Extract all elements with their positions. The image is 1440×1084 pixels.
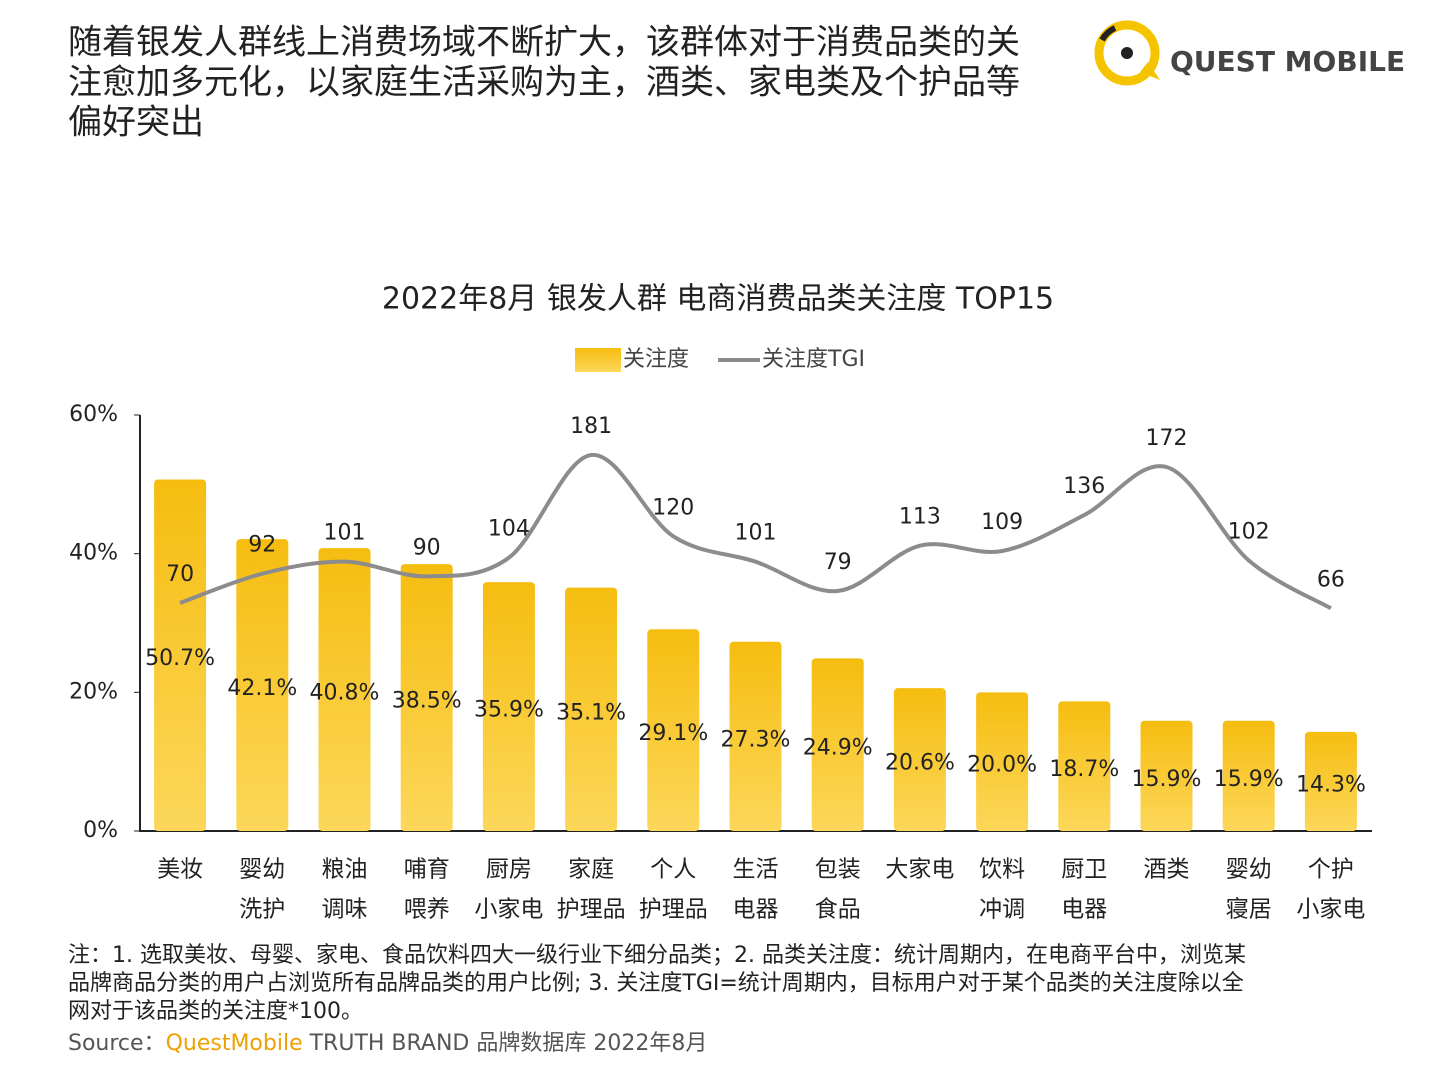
x-tick-label: 个人 bbox=[650, 857, 696, 883]
line-value-label: 181 bbox=[570, 414, 612, 439]
x-tick-label: 小家电 bbox=[474, 897, 543, 923]
note: 网对于该品类的关注度*100。 bbox=[68, 999, 363, 1024]
x-tick-label: 包装 bbox=[815, 857, 861, 883]
bar-value-label: 38.5% bbox=[392, 689, 462, 714]
line-value-label: 102 bbox=[1228, 519, 1270, 544]
bar bbox=[647, 629, 700, 831]
bar-value-label: 42.1% bbox=[227, 676, 297, 701]
line-value-label: 79 bbox=[824, 550, 852, 575]
legend-swatch bbox=[575, 348, 621, 372]
line-value-label: 70 bbox=[166, 562, 194, 587]
x-tick-label: 喂养 bbox=[404, 897, 450, 923]
y-tick-label: 0% bbox=[83, 818, 118, 843]
bar bbox=[1140, 720, 1193, 831]
bar bbox=[236, 539, 289, 831]
x-tick-label: 家庭 bbox=[568, 857, 614, 883]
x-tick-label: 粮油 bbox=[322, 857, 368, 883]
line-value-label: 172 bbox=[1146, 426, 1188, 451]
bar bbox=[565, 587, 618, 831]
bar-value-label: 18.7% bbox=[1049, 757, 1119, 782]
y-tick-label: 40% bbox=[69, 541, 118, 566]
bar-value-label: 29.1% bbox=[638, 721, 708, 746]
legend-label: 关注度TGI bbox=[762, 347, 865, 372]
bar-value-label: 27.3% bbox=[721, 727, 791, 752]
source: Source：QuestMobile TRUTH BRAND 品牌数据库 202… bbox=[68, 1031, 707, 1056]
bar-value-label: 24.9% bbox=[803, 736, 873, 761]
x-tick-label: 调味 bbox=[322, 897, 368, 923]
x-tick-label: 小家电 bbox=[1296, 897, 1365, 923]
bar-value-label: 15.9% bbox=[1132, 767, 1202, 792]
bar-value-label: 15.9% bbox=[1214, 767, 1284, 792]
bar-value-label: 50.7% bbox=[145, 646, 215, 671]
line-value-label: 90 bbox=[413, 535, 441, 560]
note: 注：1. 选取美妆、母婴、家电、食品饮料四大一级行业下细分品类；2. 品类关注度… bbox=[68, 943, 1246, 968]
header-title: 偏好突出 bbox=[68, 103, 204, 143]
line-value-label: 136 bbox=[1063, 474, 1105, 499]
header-title: 随着银发人群线上消费场域不断扩大，该群体对于消费品类的关 bbox=[68, 23, 1020, 63]
x-tick-label: 食品 bbox=[815, 897, 861, 923]
x-tick-label: 护理品 bbox=[639, 897, 708, 923]
x-tick-label: 婴幼 bbox=[1226, 857, 1272, 883]
line-value-label: 109 bbox=[981, 510, 1023, 535]
source-label: Source： bbox=[68, 1031, 166, 1056]
x-tick-label: 个护 bbox=[1308, 857, 1354, 883]
logo-icon bbox=[1094, 20, 1160, 86]
line-value-label: 92 bbox=[248, 533, 276, 558]
x-tick-label: 冲调 bbox=[979, 897, 1025, 923]
bar bbox=[154, 479, 207, 831]
x-tick-label: 美妆 bbox=[157, 857, 203, 883]
y-tick-label: 20% bbox=[69, 679, 118, 704]
bar-value-label: 35.9% bbox=[474, 698, 544, 723]
bar-value-label: 40.8% bbox=[310, 681, 380, 706]
x-tick-label: 厨房 bbox=[486, 857, 532, 883]
bar-value-label: 35.1% bbox=[556, 700, 626, 725]
x-tick-label: 酒类 bbox=[1144, 857, 1190, 883]
bar bbox=[811, 658, 864, 831]
x-tick-label: 婴幼 bbox=[239, 857, 285, 883]
line-value-label: 113 bbox=[899, 505, 941, 530]
x-tick-label: 电器 bbox=[1061, 897, 1107, 923]
line-value-label: 120 bbox=[652, 495, 694, 520]
line-value-label: 66 bbox=[1317, 567, 1345, 592]
logo-text: QUEST MOBILE bbox=[1170, 45, 1405, 78]
note: 品牌商品分类的用户占浏览所有品牌品类的用户比例; 3. 关注度TGI=统计周期内… bbox=[68, 971, 1244, 996]
bar-value-label: 14.3% bbox=[1296, 772, 1366, 797]
line-value-label: 101 bbox=[324, 521, 366, 546]
y-tick-label: 60% bbox=[69, 402, 118, 427]
bar bbox=[1222, 720, 1275, 831]
line-value-label: 101 bbox=[735, 521, 777, 546]
x-tick-label: 寝居 bbox=[1226, 897, 1272, 923]
x-tick-label: 洗护 bbox=[239, 897, 285, 923]
bar-value-label: 20.6% bbox=[885, 751, 955, 776]
legend-label: 关注度 bbox=[623, 347, 689, 372]
x-tick-label: 护理品 bbox=[557, 897, 626, 923]
bar bbox=[1304, 731, 1357, 831]
bar bbox=[1058, 701, 1111, 831]
x-tick-label: 电器 bbox=[733, 897, 779, 923]
chart-title: 2022年8月 银发人群 电商消费品类关注度 TOP15 bbox=[382, 282, 1054, 317]
bar bbox=[729, 641, 782, 831]
x-tick-label: 哺育 bbox=[404, 857, 450, 883]
bar bbox=[400, 564, 453, 831]
header-title: 注愈加多元化，以家庭生活采购为主，酒类、家电类及个护品等 bbox=[68, 63, 1020, 103]
bar bbox=[893, 688, 946, 831]
tgi-line bbox=[179, 452, 1332, 611]
x-tick-label: 饮料 bbox=[979, 857, 1025, 883]
x-tick-label: 大家电 bbox=[885, 857, 954, 883]
bar bbox=[482, 582, 535, 831]
bar-value-label: 20.0% bbox=[967, 753, 1037, 778]
x-tick-label: 厨卫 bbox=[1061, 857, 1107, 883]
source-brand: QuestMobile bbox=[166, 1031, 303, 1056]
source-text: TRUTH BRAND 品牌数据库 2022年8月 bbox=[303, 1031, 708, 1056]
bar bbox=[976, 692, 1029, 831]
x-tick-label: 生活 bbox=[733, 857, 779, 883]
bar bbox=[318, 548, 371, 831]
line-value-label: 104 bbox=[488, 517, 530, 542]
